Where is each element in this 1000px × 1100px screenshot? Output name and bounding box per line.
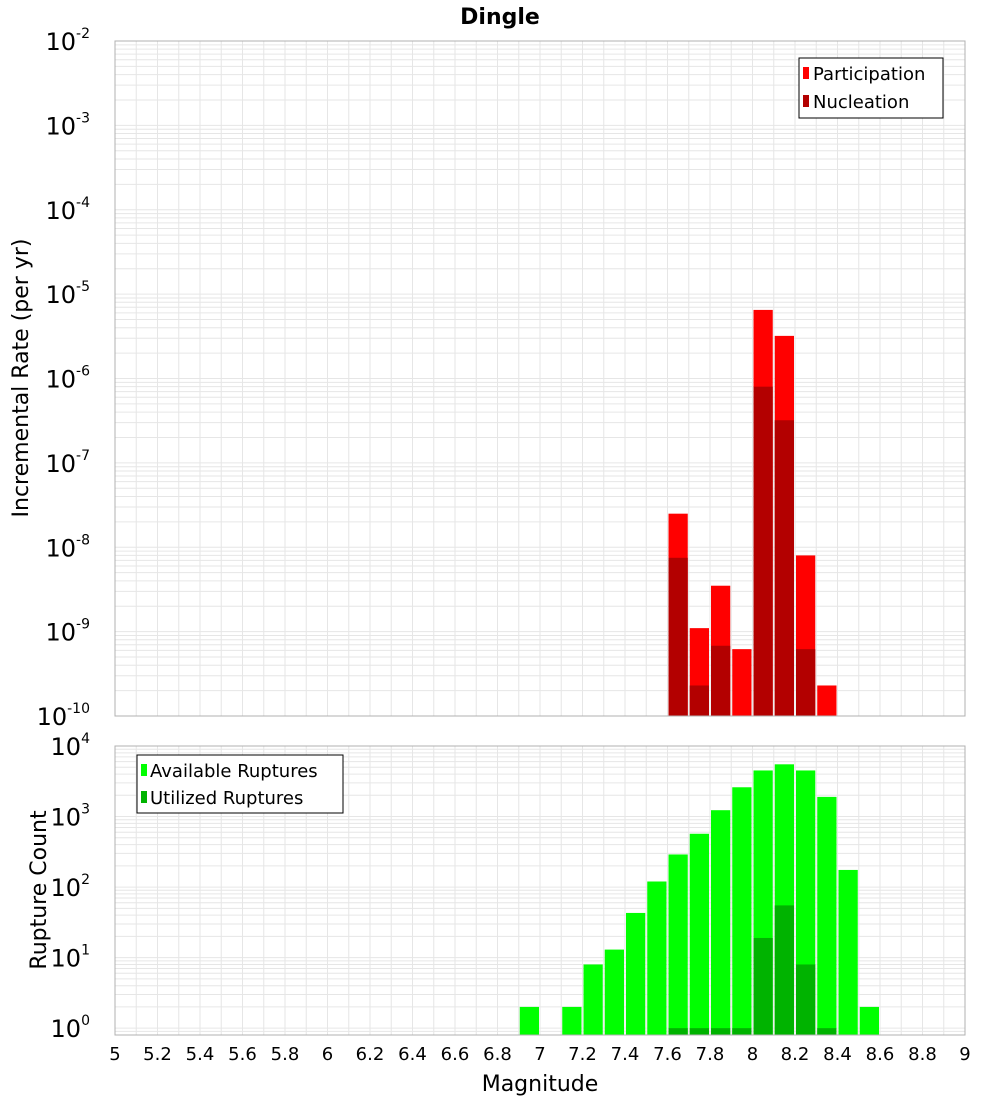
bar-utilized-ruptures	[774, 905, 794, 1035]
legend-label-nucleation: Nucleation	[813, 92, 909, 113]
top-legend-box	[798, 57, 944, 119]
x-tick-label: 5.2	[143, 1044, 172, 1065]
bar-utilized-ruptures	[732, 1028, 752, 1035]
x-tick-label: 6	[322, 1044, 333, 1065]
x-tick-label: 6.8	[483, 1044, 512, 1065]
legend-swatch-nucleation	[803, 95, 809, 107]
legend-label-utilized: Utilized Ruptures	[150, 788, 303, 809]
y-tick-label: 101	[51, 943, 90, 973]
bar-nucleation	[668, 557, 688, 716]
bar-nucleation	[796, 649, 816, 716]
bar-available-ruptures	[859, 1006, 879, 1035]
bar-participation	[817, 685, 837, 716]
top-legend: Participation Nucleation	[798, 57, 944, 119]
bar-available-ruptures	[562, 1006, 582, 1035]
y-tick-label: 10-2	[45, 26, 90, 56]
x-tick-labels: 5 5.2 5.4 5.6 5.8 6 6.2 6.4 6.6 6.8 7 7.2 7.4 7.6 7.8 8…	[109, 1044, 970, 1065]
legend-swatch-available	[141, 764, 147, 776]
x-tick-label: 8.2	[781, 1044, 810, 1065]
bottom-y-axis-label: Rupture Count	[27, 810, 52, 970]
chart-title: Dingle	[460, 5, 540, 30]
bottom-bars	[519, 764, 879, 1035]
bottom-y-tick-labels: 100 101 102 103 104	[51, 731, 91, 1043]
x-tick-label: 5	[109, 1044, 120, 1065]
y-tick-label: 10-7	[45, 448, 90, 478]
y-tick-label: 100	[51, 1013, 90, 1043]
x-tick-label: 8.4	[823, 1044, 852, 1065]
bar-utilized-ruptures	[668, 1028, 688, 1035]
bar-utilized-ruptures	[689, 1028, 709, 1035]
legend-swatch-participation	[803, 67, 809, 79]
y-tick-label: 10-8	[45, 532, 90, 562]
bar-available-ruptures	[732, 787, 752, 1035]
bar-nucleation	[753, 386, 773, 716]
bar-available-ruptures	[519, 1006, 539, 1035]
x-tick-label: 7.6	[653, 1044, 682, 1065]
x-tick-label: 5.6	[228, 1044, 257, 1065]
bottom-chart: 100 101 102 103 104 5 5.2 5.4 5.6 5.8 6 6.2 6.4 6.6 6…	[27, 731, 971, 1097]
x-tick-label: 6.4	[398, 1044, 427, 1065]
bar-nucleation	[774, 420, 794, 716]
bottom-plot-frame	[114, 745, 966, 1036]
x-tick-label: 8.8	[908, 1044, 937, 1065]
x-tick-label: 7.2	[568, 1044, 597, 1065]
bar-available-ruptures	[689, 833, 709, 1035]
y-tick-label: 10-6	[45, 364, 90, 394]
x-tick-label: 5.8	[271, 1044, 300, 1065]
bar-available-ruptures	[711, 810, 731, 1035]
legend-label-available: Available Ruptures	[150, 761, 318, 782]
legend-label-participation: Participation	[813, 64, 925, 85]
y-tick-label: 102	[51, 872, 90, 902]
top-bars	[668, 309, 837, 716]
bar-available-ruptures	[626, 912, 646, 1035]
bar-available-ruptures	[604, 949, 624, 1035]
x-axis-label: Magnitude	[482, 1072, 599, 1097]
x-tick-label: 6.2	[356, 1044, 385, 1065]
y-tick-label: 10-3	[45, 110, 90, 140]
y-tick-label: 10-10	[37, 701, 90, 731]
bar-participation	[732, 649, 752, 716]
x-tick-label: 7.8	[696, 1044, 725, 1065]
x-tick-label: 7.4	[611, 1044, 640, 1065]
bar-available-ruptures	[647, 881, 667, 1035]
top-gridlines	[114, 40, 966, 717]
bar-available-ruptures	[817, 796, 837, 1035]
bar-utilized-ruptures	[753, 937, 773, 1035]
bar-utilized-ruptures	[796, 964, 816, 1035]
bar-utilized-ruptures	[817, 1028, 837, 1035]
y-tick-label: 10-4	[45, 195, 90, 225]
bottom-legend: Available Ruptures Utilized Ruptures	[136, 754, 344, 814]
top-y-axis-label: Incremental Rate (per yr)	[9, 239, 34, 518]
x-tick-label: 8.6	[866, 1044, 895, 1065]
legend-swatch-utilized	[141, 791, 147, 803]
bar-available-ruptures	[583, 964, 603, 1035]
top-chart: 10-10 10-9 10-8 10-7 10-6 10-5 10-4 10-3 10-2 In…	[9, 26, 966, 731]
y-tick-label: 10-9	[45, 617, 90, 647]
top-y-tick-labels: 10-10 10-9 10-8 10-7 10-6 10-5 10-4 10-3 10-2	[37, 26, 91, 731]
x-tick-label: 5.4	[186, 1044, 215, 1065]
top-plot-frame	[114, 40, 966, 717]
x-tick-label: 6.6	[441, 1044, 470, 1065]
x-tick-label: 7	[534, 1044, 545, 1065]
bar-available-ruptures	[668, 854, 688, 1035]
y-tick-label: 104	[51, 731, 91, 761]
bar-nucleation	[711, 645, 731, 716]
y-tick-label: 10-5	[45, 279, 90, 309]
bar-nucleation	[689, 685, 709, 716]
bottom-legend-box	[136, 754, 344, 814]
x-tick-label: 8	[747, 1044, 758, 1065]
y-tick-label: 103	[51, 802, 90, 832]
bar-available-ruptures	[838, 869, 858, 1035]
x-tick-label: 9	[959, 1044, 970, 1065]
bar-utilized-ruptures	[711, 1028, 731, 1035]
